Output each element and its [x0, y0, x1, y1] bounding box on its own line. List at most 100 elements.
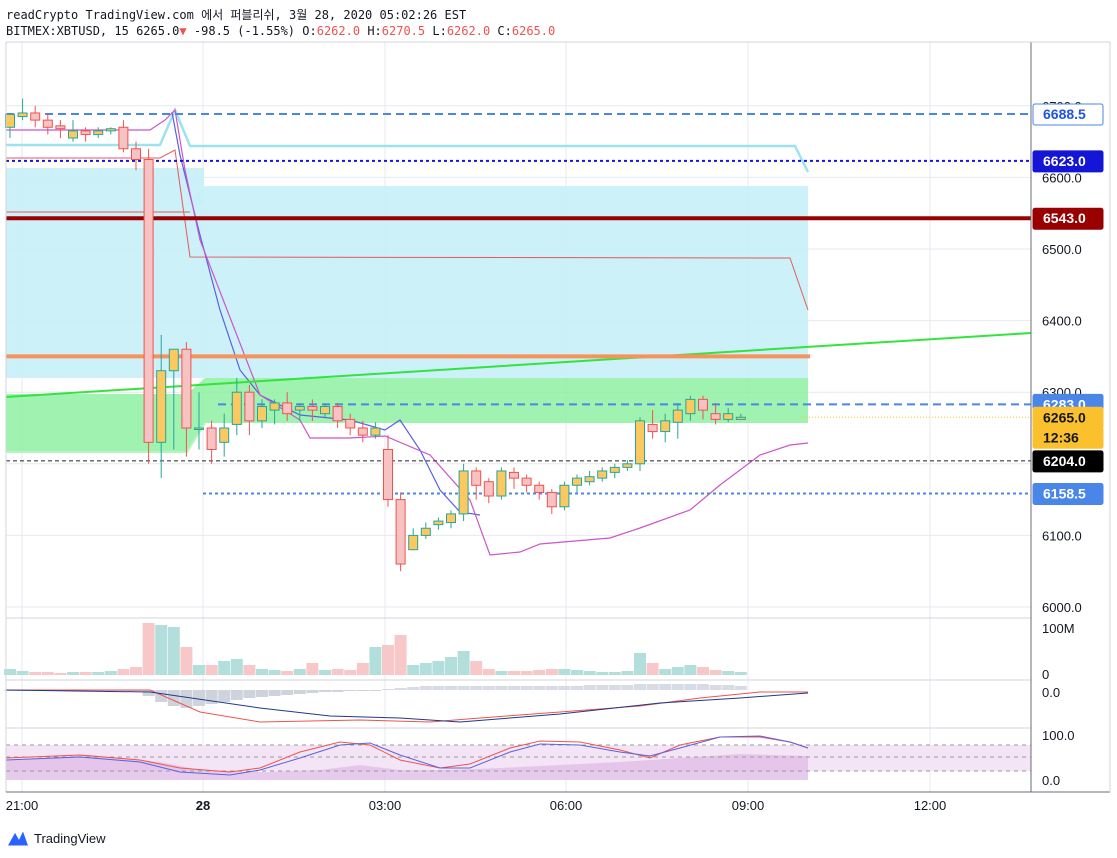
volume-bar — [722, 671, 735, 675]
green-zone — [6, 378, 808, 451]
volume-bar — [445, 657, 457, 675]
volume-bar — [634, 653, 646, 675]
volume-bar — [79, 672, 92, 675]
volume-tick-label: 100M — [1042, 621, 1075, 636]
candle-body — [80, 130, 91, 135]
volume-bar — [520, 671, 533, 675]
candle-body — [5, 113, 15, 128]
candle-body — [383, 448, 393, 501]
volume-bar — [709, 670, 722, 675]
volume-bar — [155, 625, 168, 675]
volume-bar — [596, 672, 609, 675]
candle-body — [194, 427, 204, 430]
macd-histogram-bar — [722, 685, 735, 690]
volume-bar — [67, 672, 79, 675]
price-tag-text: 6688.5 — [1043, 106, 1086, 122]
volume-bar — [29, 672, 42, 675]
volume-bar — [319, 670, 331, 675]
candle-body — [521, 477, 532, 486]
candle-body — [584, 476, 595, 483]
price-tag-box — [1032, 450, 1104, 473]
axes — [5, 41, 1111, 793]
brand-name: TradingView — [34, 831, 106, 846]
volume-bar — [482, 669, 495, 675]
macd-histogram-bar — [394, 688, 407, 690]
x-tick-label: 09:00 — [732, 798, 765, 813]
candle-body — [244, 391, 255, 422]
candle-body — [42, 119, 53, 128]
tradingview-brand[interactable]: TradingView — [8, 831, 106, 846]
candle-body — [672, 409, 683, 423]
x-tick-label: 28 — [196, 798, 210, 813]
high-label: H: — [367, 24, 382, 38]
close-value: 6265.0 — [511, 24, 556, 38]
y-tick-label: 6000.0 — [1042, 600, 1082, 615]
volume-bar — [331, 669, 344, 675]
volume-bar — [293, 669, 306, 675]
macd-histogram-bar — [508, 686, 520, 690]
y-tick-label: 6600.0 — [1042, 170, 1082, 185]
candle-body — [156, 370, 167, 443]
open-label: O: — [302, 24, 317, 38]
price-tag-box — [1032, 483, 1104, 506]
candle-body — [609, 466, 620, 473]
x-tick-label: 21:00 — [6, 798, 39, 813]
volume-bar — [230, 659, 243, 675]
macd-histogram-bar — [243, 690, 256, 698]
macd-histogram-bar — [369, 690, 382, 691]
volume-bar — [646, 663, 659, 675]
y-tick-label: 6500.0 — [1042, 242, 1082, 257]
cyan-zone — [6, 186, 808, 378]
candle-body — [395, 499, 406, 565]
candle-body — [294, 406, 305, 411]
candle-body — [332, 406, 343, 422]
candle-body — [105, 128, 116, 132]
volume-bar — [407, 665, 420, 675]
price-tag-box — [1032, 207, 1104, 230]
macd-histogram-bar — [571, 686, 583, 690]
x-tick-label: 03:00 — [369, 798, 402, 813]
candle-body — [534, 484, 545, 493]
macd-histogram-bar — [709, 685, 722, 690]
candle-body — [370, 427, 381, 436]
volume-bar — [608, 672, 621, 675]
price-levels — [6, 113, 1031, 495]
macd-histogram-bar — [155, 690, 168, 702]
candle-body — [597, 470, 608, 479]
open-value: 6262.0 — [316, 24, 361, 38]
macd-histogram-bar — [268, 690, 281, 696]
macd-histogram-bar — [558, 686, 571, 690]
candle-body — [698, 398, 708, 411]
volume-bar — [54, 673, 67, 675]
macd-histogram-bar — [520, 686, 533, 690]
macd-histogram-bar — [545, 686, 558, 690]
tradingview-logo-icon — [8, 831, 28, 846]
symbol-name[interactable]: BITMEX:XBTUSD, 15 — [6, 24, 129, 38]
macd-histogram-bar — [646, 684, 659, 690]
macd-histogram-bar — [470, 686, 483, 690]
macd-histogram-bar — [256, 690, 268, 697]
candle-body — [357, 427, 368, 436]
macd-histogram-bar — [583, 685, 596, 690]
macd-signal-line — [6, 689, 808, 723]
volume-bar — [344, 670, 357, 675]
candle-body — [572, 477, 582, 486]
candle-body — [509, 471, 519, 479]
stoch-pane — [5, 735, 1031, 780]
macd-histogram-bar — [671, 684, 684, 690]
macd-histogram-bar — [356, 690, 369, 691]
volume-bar — [193, 665, 205, 675]
candle-body — [320, 406, 330, 415]
price-tag-text: 6158.5 — [1043, 486, 1086, 502]
macd-histogram-bar — [445, 686, 457, 690]
macd-histogram-bar — [319, 690, 331, 692]
macd-histogram-bar — [230, 690, 243, 700]
candle-body — [181, 348, 192, 429]
candle-body — [635, 420, 645, 465]
candle-body — [420, 527, 431, 536]
macd-line — [5, 689, 809, 723]
volume-bar — [356, 663, 369, 675]
volume-bar — [167, 627, 180, 675]
volume-bar — [470, 661, 483, 675]
